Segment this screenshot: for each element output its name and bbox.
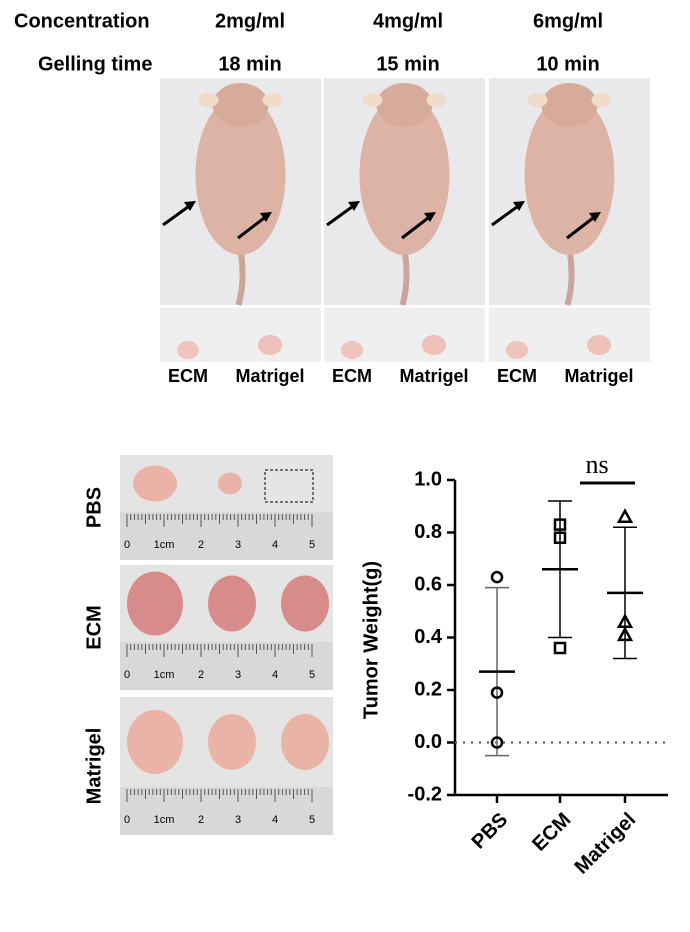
ear [198, 93, 219, 107]
ruler-label: 5 [309, 814, 315, 826]
mouse-head [212, 83, 269, 127]
point [490, 570, 504, 584]
arrow [326, 202, 357, 227]
arrow [491, 202, 522, 227]
header-value: 4mg/ml [373, 10, 443, 32]
y-tick-label: 0.2 [414, 678, 442, 700]
ear [262, 93, 283, 107]
ruler-label: 1cm [154, 814, 175, 826]
ruler-label: 1cm [154, 539, 175, 551]
gel-label: Matrigel [235, 366, 304, 386]
tumor [133, 465, 177, 502]
gel-label: Matrigel [564, 366, 633, 386]
ruler-label: 0 [124, 539, 130, 551]
header-value: 6mg/ml [533, 10, 603, 32]
mouse-head [376, 83, 433, 127]
tumor [218, 472, 242, 495]
point [490, 736, 504, 749]
ruler-label: 5 [309, 539, 315, 551]
point [553, 518, 567, 531]
arrow-head [348, 201, 360, 211]
y-tick-label: -0.2 [408, 783, 442, 805]
ruler-label: 2 [198, 539, 204, 551]
point [553, 641, 567, 655]
arrow-head [513, 201, 525, 211]
y-axis-label: Tumor Weight(g) [360, 561, 382, 719]
ruler-label: 1cm [154, 669, 175, 681]
tumor [127, 571, 183, 636]
gel-label: ECM [332, 366, 372, 386]
ear [362, 93, 383, 107]
row-label: Matrigel [83, 728, 105, 805]
point [553, 531, 567, 544]
tumor [127, 710, 183, 774]
gel-label: ECM [497, 366, 537, 386]
x-tick-label: PBS [468, 809, 513, 854]
gel [341, 341, 363, 359]
gel [258, 335, 282, 355]
gel [422, 335, 446, 355]
row-label: Gelling time [38, 53, 152, 75]
arrow [401, 213, 433, 240]
row-label: PBS [83, 487, 105, 528]
arrow [237, 213, 269, 240]
ear [591, 93, 612, 107]
arrow-head [260, 212, 272, 222]
gel [177, 341, 199, 359]
point [490, 686, 504, 699]
ruler-label: 0 [124, 669, 130, 681]
row-label: ECM [83, 605, 105, 649]
arrow [162, 202, 193, 227]
ruler-label: 5 [309, 669, 315, 681]
arrow-head [184, 201, 196, 211]
y-tick-label: 0.6 [414, 573, 442, 595]
mouse-head [541, 83, 598, 127]
ruler-label: 3 [235, 814, 241, 826]
ruler-label: 4 [272, 539, 278, 551]
row-label: Concentration [14, 10, 150, 32]
gel [506, 341, 528, 359]
ruler-label: 3 [235, 669, 241, 681]
point [616, 508, 634, 523]
y-tick-label: 1.0 [414, 468, 442, 490]
arrow-head [589, 212, 601, 222]
ruler-label: 0 [124, 814, 130, 826]
tumor [281, 714, 329, 770]
header-value: 2mg/ml [215, 10, 285, 32]
x-tick-label: Matrigel [570, 809, 640, 879]
gel [587, 335, 611, 355]
ruler-label: 3 [235, 539, 241, 551]
point [616, 626, 634, 642]
arrow [566, 213, 598, 240]
y-tick-label: 0.8 [414, 521, 442, 543]
header-value: 18 min [218, 53, 281, 75]
ear [426, 93, 447, 107]
tumor [208, 575, 256, 632]
gel-label: Matrigel [399, 366, 468, 386]
y-tick-label: 0.0 [414, 731, 442, 753]
arrow-head [424, 212, 436, 222]
annotation: ns [585, 450, 608, 479]
ruler-label: 4 [272, 814, 278, 826]
ruler-label: 2 [198, 814, 204, 826]
y-tick-label: 0.4 [414, 626, 443, 648]
ear [527, 93, 548, 107]
header-value: 15 min [376, 53, 439, 75]
ruler-label: 4 [272, 669, 278, 681]
tumor [208, 714, 256, 770]
gel-label: ECM [168, 366, 208, 386]
ruler-label: 2 [198, 669, 204, 681]
tumor [281, 575, 329, 632]
x-tick-label: ECM [528, 809, 575, 856]
header-value: 10 min [536, 53, 599, 75]
